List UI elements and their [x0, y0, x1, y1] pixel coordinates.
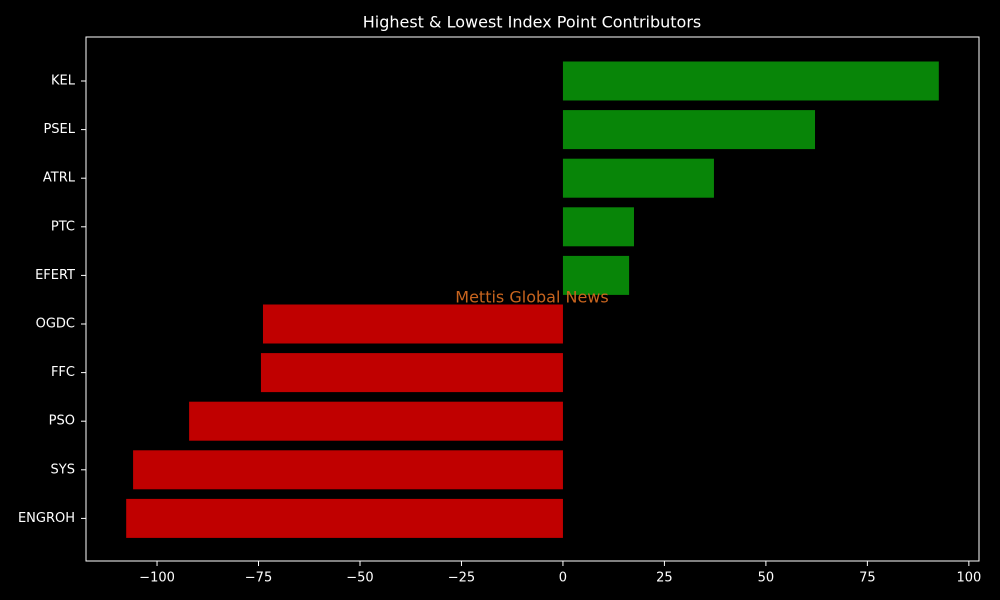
x-tick-label: −100 [139, 571, 175, 586]
y-tick-label: ATRL [43, 171, 76, 186]
x-tick-label: 50 [758, 571, 775, 586]
x-tick-label: 25 [656, 571, 673, 586]
x-tick-label: 0 [559, 571, 567, 586]
bar [562, 110, 816, 150]
y-tick-label: OGDC [36, 317, 75, 332]
plot-frame [85, 36, 980, 562]
watermark: Mettis Global News [455, 288, 608, 307]
bar [262, 304, 563, 344]
x-tick-label: 100 [956, 571, 981, 586]
bar [562, 207, 634, 247]
y-tick-label: KEL [51, 74, 76, 89]
bar [260, 353, 563, 393]
y-tick-label: PSO [49, 414, 75, 429]
bar [189, 401, 563, 441]
x-tick-label: −75 [245, 571, 272, 586]
x-tick-label: 75 [859, 571, 876, 586]
y-tick-label: SYS [51, 462, 75, 477]
x-tick-label: −50 [346, 571, 373, 586]
bar [562, 158, 714, 198]
bar [133, 450, 563, 490]
chart-title: Highest & Lowest Index Point Contributor… [363, 13, 702, 32]
x-tick-label: −25 [448, 571, 475, 586]
bar [562, 61, 939, 101]
y-tick-label: PSEL [43, 122, 75, 137]
bar [126, 498, 563, 538]
y-tick-label: PTC [51, 219, 75, 234]
y-tick-label: FFC [51, 365, 75, 380]
y-tick-label: ENGROH [18, 511, 75, 526]
bar [562, 255, 630, 295]
y-tick-label: EFERT [35, 268, 75, 283]
